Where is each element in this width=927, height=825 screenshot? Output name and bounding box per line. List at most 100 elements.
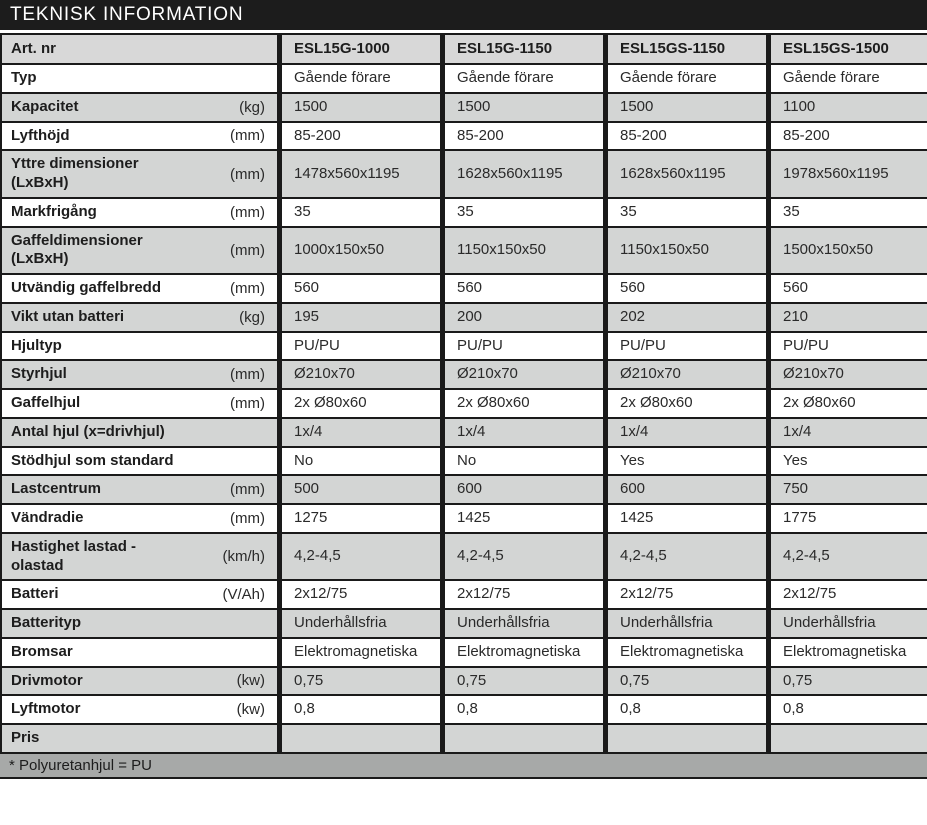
row-label-cell: Gaffelhjul (mm) bbox=[2, 390, 277, 417]
row-label-cell: Pris bbox=[2, 725, 277, 752]
header-label: Art. nr bbox=[11, 39, 56, 57]
cell-value: 1500 bbox=[277, 93, 440, 121]
table-row: Markfrigång (mm) 35 35 35 35 bbox=[2, 196, 927, 226]
cell-value: 1x/4 bbox=[277, 418, 440, 446]
table-row: Lastcentrum (mm) 500 600 600 750 bbox=[2, 474, 927, 503]
cell-value: 2x12/75 bbox=[277, 581, 440, 608]
cell-value bbox=[766, 725, 927, 752]
row-label: Gaffelhjul bbox=[11, 394, 81, 411]
cell-value: 1628x560x1195 bbox=[603, 151, 766, 197]
row-label-cell: Lastcentrum (mm) bbox=[2, 476, 277, 503]
table-row: Antal hjul (x=drivhjul) 1x/4 1x/4 1x/4 1… bbox=[2, 416, 927, 446]
row-unit: (mm) bbox=[230, 394, 265, 412]
cell-value: 1775 bbox=[766, 505, 927, 532]
cell-value: 1500 bbox=[603, 93, 766, 121]
column-header-model-2: ESL15G-1150 bbox=[440, 35, 603, 63]
cell-value: 1x/4 bbox=[603, 418, 766, 446]
row-label-cell: Gaffeldimensioner (LxBxH) (mm) bbox=[2, 228, 277, 274]
row-label: Markfrigång bbox=[11, 202, 97, 220]
row-unit: (kg) bbox=[239, 98, 265, 116]
cell-value: Underhållsfria bbox=[440, 610, 603, 637]
row-unit: (mm) bbox=[230, 481, 265, 499]
cell-value: Underhållsfria bbox=[277, 610, 440, 637]
cell-value: 1478x560x1195 bbox=[277, 151, 440, 197]
cell-value: Underhållsfria bbox=[766, 610, 927, 637]
cell-value: 2x Ø80x60 bbox=[440, 390, 603, 417]
row-unit: (km/h) bbox=[222, 548, 266, 565]
cell-value: 1x/4 bbox=[440, 418, 603, 446]
cell-value: 85-200 bbox=[766, 122, 927, 150]
row-label: Utvändig gaffelbredd bbox=[11, 279, 162, 296]
cell-value: 200 bbox=[440, 303, 603, 331]
row-unit: (mm) bbox=[230, 241, 265, 259]
table-row: Stödhjul som standard No No Yes Yes bbox=[2, 445, 927, 475]
row-label: Yttre dimensioner (LxBxH) bbox=[11, 155, 139, 191]
table-row: Hastighet lastad - olastad (km/h) 4,2-4,… bbox=[2, 531, 927, 580]
row-label: Typ bbox=[11, 69, 37, 86]
cell-value: 1425 bbox=[603, 505, 766, 532]
row-label-cell: Antal hjul (x=drivhjul) bbox=[2, 419, 277, 446]
table-row: Pris bbox=[2, 723, 927, 752]
table-row: Hjultyp PU/PU PU/PU PU/PU PU/PU bbox=[2, 330, 927, 360]
cell-value: 1425 bbox=[440, 505, 603, 532]
cell-value: 1150x150x50 bbox=[440, 227, 603, 273]
row-label: Antal hjul (x=drivhjul) bbox=[11, 422, 165, 440]
cell-value: PU/PU bbox=[277, 332, 440, 360]
row-label: Hastighet lastad - olastad bbox=[11, 537, 137, 574]
cell-value bbox=[603, 725, 766, 752]
cell-value: 85-200 bbox=[440, 122, 603, 150]
row-label-cell: Hastighet lastad - olastad (km/h) bbox=[2, 534, 277, 580]
cell-value: Yes bbox=[766, 447, 927, 475]
table-row: Styrhjul (mm) Ø210x70 Ø210x70 Ø210x70 Ø2… bbox=[2, 359, 927, 388]
cell-value: Ø210x70 bbox=[440, 361, 603, 388]
cell-value: Elektromagnetiska bbox=[766, 638, 927, 666]
cell-value: 2x Ø80x60 bbox=[603, 390, 766, 417]
row-label: Gaffeldimensioner (LxBxH) bbox=[11, 231, 143, 268]
cell-value: 85-200 bbox=[603, 122, 766, 150]
cell-value: 500 bbox=[277, 476, 440, 503]
cell-value bbox=[277, 725, 440, 752]
row-label-cell: Batterityp bbox=[2, 610, 277, 637]
title-bar: TEKNISK INFORMATION bbox=[0, 0, 927, 30]
footnote: * Polyuretanhjul = PU bbox=[9, 756, 152, 774]
header-label-cell: Art. nr bbox=[2, 35, 277, 63]
row-label-cell: Styrhjul (mm) bbox=[2, 361, 277, 388]
row-unit: (kg) bbox=[239, 308, 265, 326]
table-row: Bromsar Elektromagnetiska Elektromagneti… bbox=[2, 636, 927, 666]
cell-value: PU/PU bbox=[766, 332, 927, 360]
column-header-model-1: ESL15G-1000 bbox=[277, 35, 440, 63]
cell-value: 560 bbox=[766, 275, 927, 302]
cell-value: 0,8 bbox=[603, 696, 766, 723]
cell-value: 1978x560x1195 bbox=[766, 151, 927, 197]
row-label-cell: Bromsar bbox=[2, 639, 277, 666]
cell-value: 0,75 bbox=[277, 667, 440, 695]
page-title: TEKNISK INFORMATION bbox=[10, 4, 244, 25]
row-label: Kapacitet bbox=[11, 97, 79, 115]
cell-value: 750 bbox=[766, 476, 927, 503]
cell-value: 35 bbox=[603, 198, 766, 226]
table-row: Gaffelhjul (mm) 2x Ø80x60 2x Ø80x60 2x Ø… bbox=[2, 388, 927, 417]
row-unit: (mm) bbox=[230, 509, 265, 527]
cell-value: 1000x150x50 bbox=[277, 227, 440, 273]
row-label-cell: Vändradie (mm) bbox=[2, 505, 277, 532]
cell-value: Elektromagnetiska bbox=[440, 638, 603, 666]
row-unit: (mm) bbox=[230, 279, 265, 297]
cell-value: Gående förare bbox=[766, 65, 927, 92]
cell-value: 0,75 bbox=[440, 667, 603, 695]
cell-value: PU/PU bbox=[603, 332, 766, 360]
cell-value: Ø210x70 bbox=[766, 361, 927, 388]
row-label-cell: Drivmotor (kw) bbox=[2, 668, 277, 695]
cell-value: Gående förare bbox=[277, 65, 440, 92]
cell-value: 2x12/75 bbox=[440, 581, 603, 608]
table-row: Yttre dimensioner (LxBxH) (mm) 1478x560x… bbox=[2, 149, 927, 197]
table-header-row: Art. nr ESL15G-1000 ESL15G-1150 ESL15GS-… bbox=[2, 33, 927, 63]
cell-value: 1500 bbox=[440, 93, 603, 121]
cell-value: 4,2-4,5 bbox=[440, 533, 603, 580]
row-label-cell: Typ bbox=[2, 65, 277, 92]
cell-value: 1x/4 bbox=[766, 418, 927, 446]
cell-value: 35 bbox=[277, 198, 440, 226]
cell-value: No bbox=[277, 447, 440, 475]
cell-value: 600 bbox=[440, 476, 603, 503]
column-header-model-3: ESL15GS-1150 bbox=[603, 35, 766, 63]
cell-value: 560 bbox=[277, 275, 440, 302]
